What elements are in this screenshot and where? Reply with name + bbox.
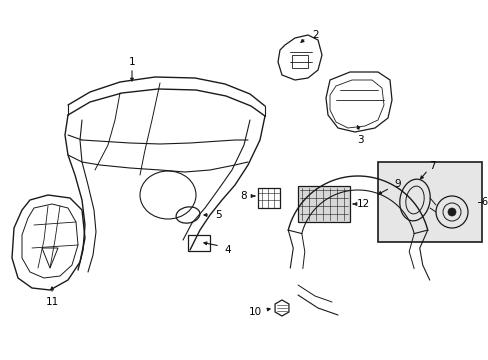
Text: 6: 6 [481,197,487,207]
Text: 3: 3 [356,135,363,145]
Bar [297,186,349,222]
Bar [377,162,481,242]
Text: 5: 5 [214,210,221,220]
Text: 1: 1 [128,57,135,67]
Text: 9: 9 [394,179,401,189]
Text: 10: 10 [248,307,261,317]
Text: 8: 8 [240,191,247,201]
Text: 7: 7 [428,161,434,171]
Circle shape [447,208,455,216]
Text: 12: 12 [356,199,369,209]
Text: 11: 11 [45,297,59,307]
Text: 2: 2 [312,30,319,40]
Text: 4: 4 [224,245,231,255]
